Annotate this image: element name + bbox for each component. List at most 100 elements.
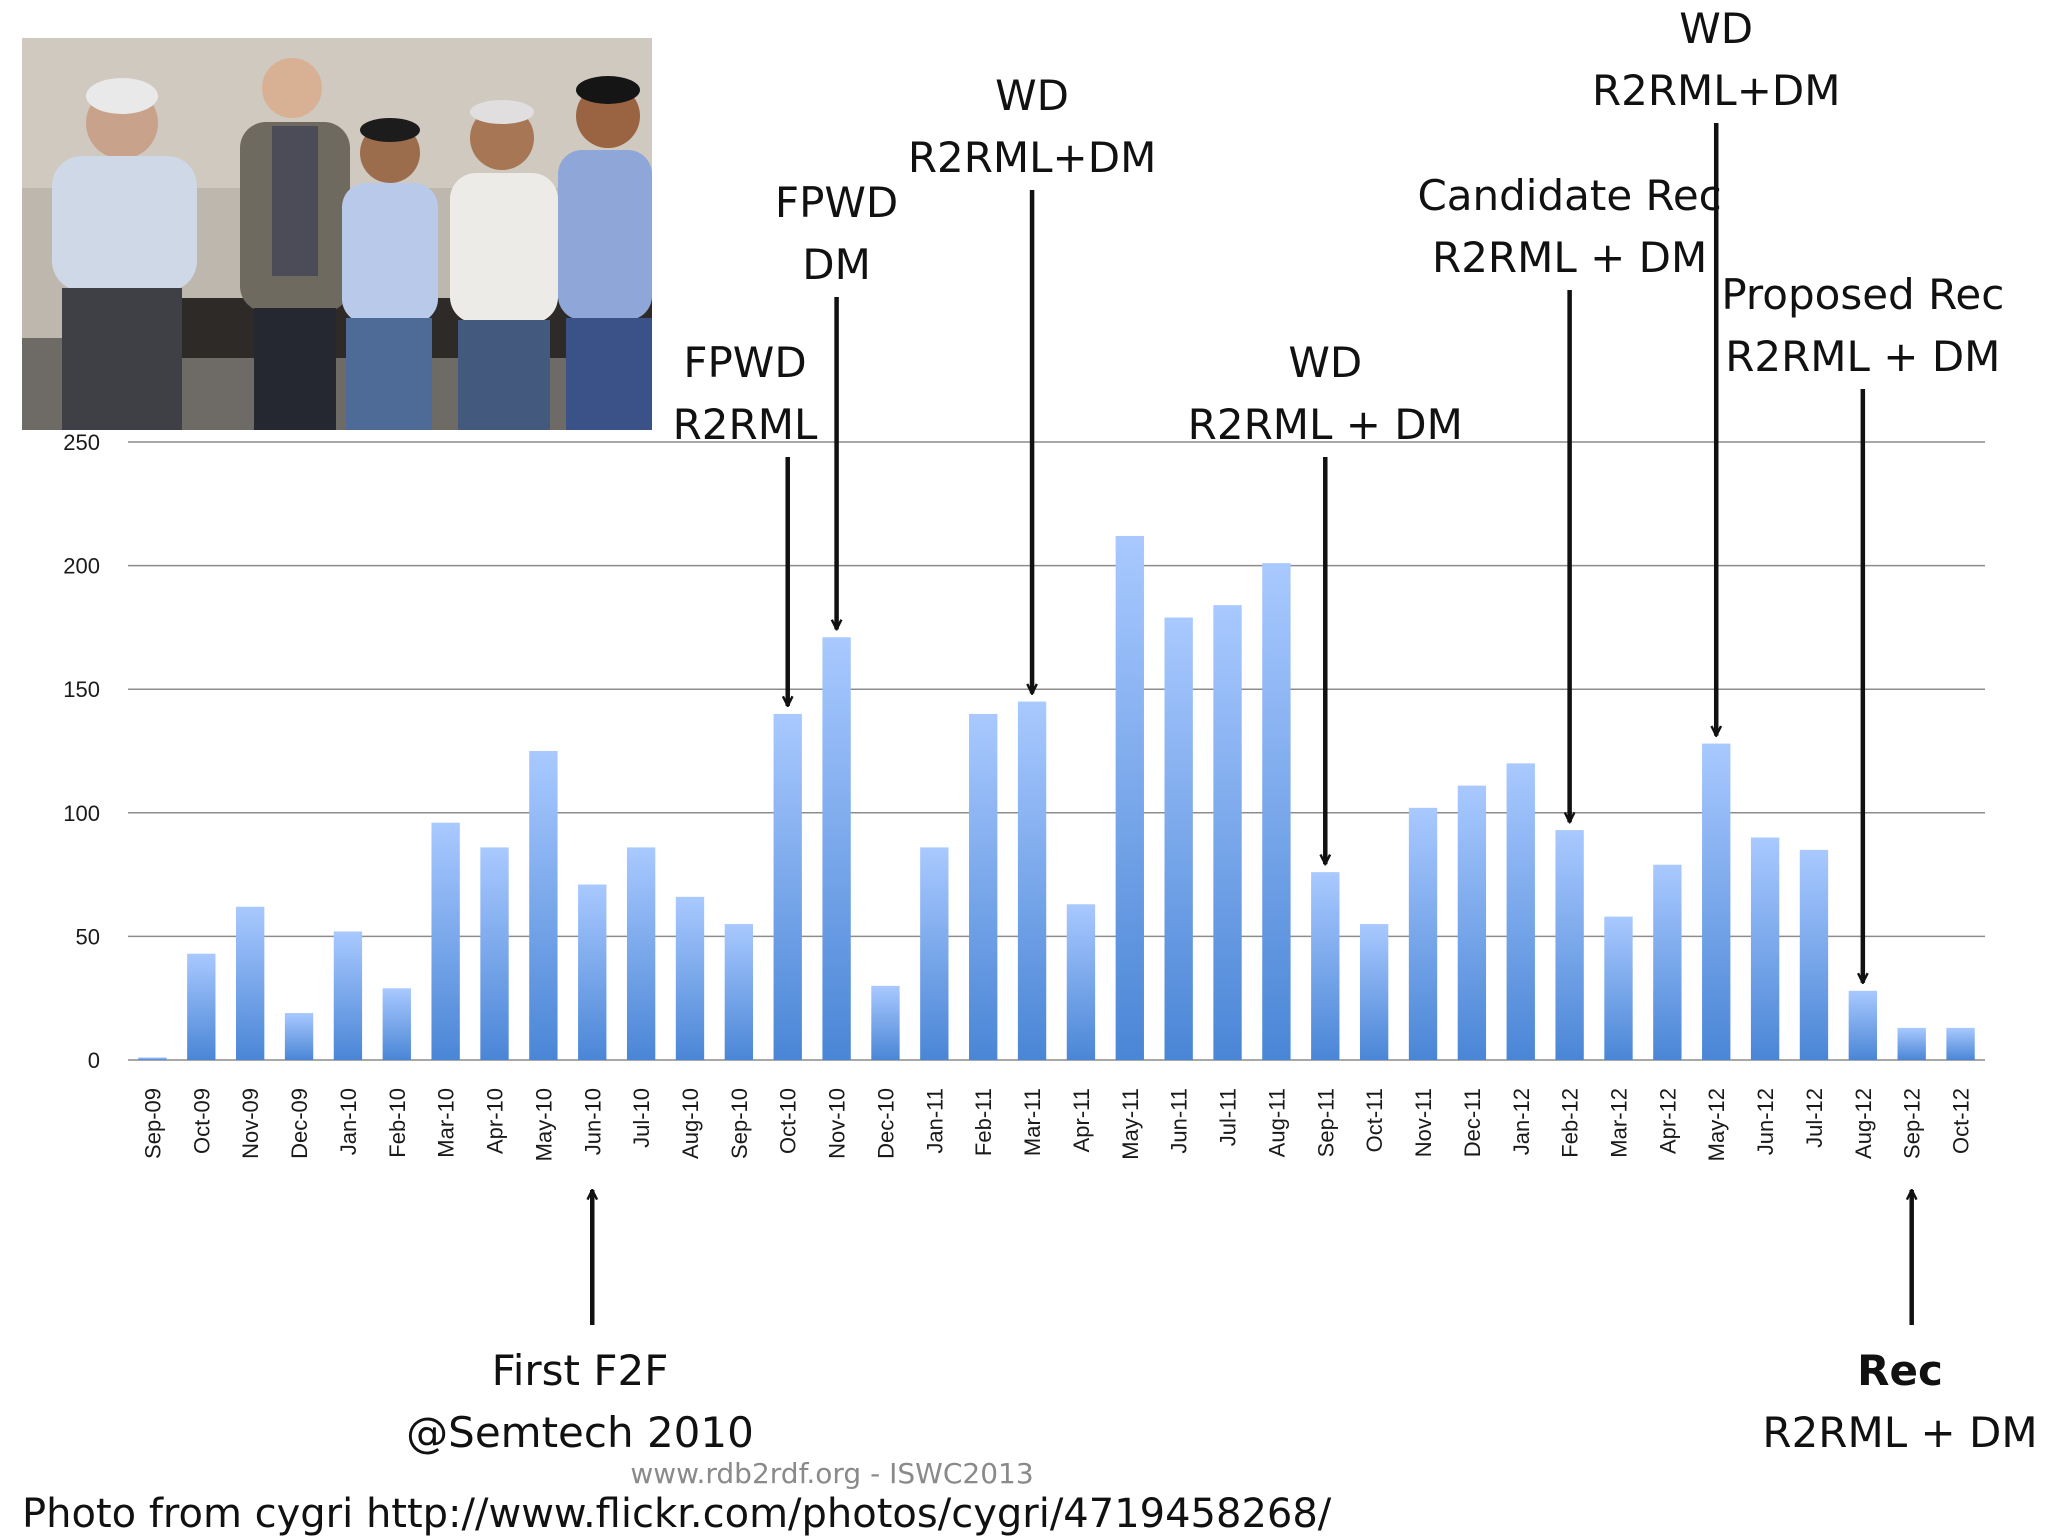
x-tick-label: Jul-11 [1216,1088,1241,1146]
x-tick-label: Oct-10 [776,1088,801,1154]
bars [138,535,1975,1060]
group-photo-illustration [22,38,652,430]
footer-source: www.rdb2rdf.org - ISWC2013 [630,1457,1033,1490]
bar-mar-11 [1017,701,1047,1060]
milestone-label-fpwd-dm: FPWD [775,178,898,227]
bar-apr-10 [480,847,509,1060]
bar-jul-10 [626,847,656,1060]
bar-nov-10 [822,637,851,1060]
x-tick-label: Sep-09 [140,1088,165,1159]
x-tick-label: May-12 [1704,1088,1729,1161]
bar-sep-10 [724,924,754,1060]
bar-feb-10 [382,988,411,1060]
bar-apr-12 [1653,864,1682,1060]
milestone-label-fpwd-r2rml: R2RML [673,400,818,449]
x-tick-label: Dec-11 [1460,1088,1485,1157]
bar-jan-11 [920,847,949,1060]
bar-jun-10 [578,884,607,1060]
milestone-label-first-f2f: @Semtech 2010 [406,1408,754,1457]
group-photo [22,38,652,430]
bar-nov-11 [1408,807,1438,1060]
bar-aug-10 [675,896,705,1060]
bar-aug-11 [1262,563,1291,1060]
bar-jan-12 [1506,763,1535,1060]
milestone-label-rec: R2RML + DM [1762,1408,2037,1457]
milestone-label-proposed-rec: R2RML + DM [1725,332,2000,381]
x-tick-label: Jan-10 [336,1088,361,1155]
y-tick-label: 50 [76,924,100,949]
milestone-label-proposed-rec: Proposed Rec [1721,270,2004,319]
bar-may-10 [529,751,558,1060]
bar-jul-12 [1799,849,1829,1060]
x-tick-label: Oct-12 [1949,1088,1974,1154]
bar-jul-11 [1213,605,1242,1060]
x-axis-ticks: Sep-09 Oct-09 Nov-09 Dec-09 Jan-10 Feb-10 Mar-… [140,1088,1973,1161]
x-tick-label: Aug-12 [1851,1088,1876,1159]
x-tick-label: Jan-12 [1509,1088,1534,1155]
x-tick-label: Feb-12 [1558,1088,1583,1158]
bar-feb-11 [969,713,998,1060]
x-tick-label: Aug-10 [678,1088,703,1159]
milestone-label-wd-mar11: WD [995,71,1069,120]
y-tick-label: 250 [63,430,100,455]
x-tick-label: Nov-11 [1411,1088,1436,1157]
bar-sep-12 [1897,1027,1926,1060]
x-tick-label: Sep-11 [1313,1088,1338,1157]
milestone-label-wd-may12: R2RML+DM [1592,66,1841,115]
y-tick-label: 0 [88,1048,100,1073]
bar-nov-09 [235,906,265,1060]
x-tick-label: Dec-09 [287,1088,312,1159]
x-tick-label: Apr-10 [483,1088,508,1154]
milestone-label-wd-may12: WD [1679,4,1753,53]
bar-feb-12 [1555,830,1584,1060]
x-tick-label: Apr-11 [1069,1088,1094,1152]
x-tick-label: Mar-12 [1606,1088,1631,1158]
bar-jan-10 [333,931,363,1060]
milestone-labels: FPWD R2RML FPWD DM WD R2RML+DM WD R2RML + DM Can… [406,4,2037,1457]
bar-may-12 [1702,743,1731,1060]
bar-sep-11 [1311,872,1340,1060]
x-tick-label: Dec-10 [873,1088,898,1159]
x-tick-label: Apr-12 [1655,1088,1680,1154]
milestone-label-candidate-rec: R2RML + DM [1432,233,1707,282]
bar-dec-11 [1457,785,1487,1060]
x-tick-label: Jul-10 [629,1088,654,1148]
x-tick-label: May-10 [531,1088,556,1161]
milestone-label-wd-mar11: R2RML+DM [908,133,1157,182]
x-tick-label: Mar-11 [1020,1088,1045,1156]
milestone-arrows [592,123,1911,1325]
x-tick-label: Sep-12 [1900,1088,1925,1159]
bar-dec-09 [284,1013,314,1060]
bar-oct-11 [1359,924,1389,1060]
x-tick-label: Jul-12 [1802,1088,1827,1148]
x-tick-label: Feb-11 [971,1088,996,1156]
x-tick-label: Jan-11 [922,1088,947,1154]
x-tick-label: Feb-10 [385,1088,410,1158]
y-tick-label: 150 [63,677,100,702]
x-tick-label: Nov-09 [238,1088,263,1159]
y-tick-label: 200 [63,554,100,579]
bar-apr-11 [1066,904,1096,1060]
x-tick-label: Jun-11 [1167,1088,1192,1154]
bar-may-11 [1115,535,1144,1060]
bar-oct-09 [187,953,216,1060]
bar-oct-12 [1946,1027,1975,1060]
bar-sep-09 [138,1057,167,1060]
x-tick-label: Nov-10 [825,1088,850,1159]
bar-jun-11 [1164,617,1193,1060]
milestone-label-candidate-rec: Candidate Rec [1417,171,1721,220]
x-tick-label: Jun-10 [580,1088,605,1155]
photo-credit: Photo from cygri http://www.flickr.com/p… [22,1491,1332,1536]
milestone-label-first-f2f: First F2F [492,1346,669,1395]
y-tick-label: 100 [63,801,100,826]
milestone-label-fpwd-dm: DM [802,240,871,289]
bar-jun-12 [1750,837,1780,1060]
bar-aug-12 [1848,990,1878,1060]
milestone-label-rec: Rec [1857,1346,1943,1395]
bar-mar-12 [1604,916,1633,1060]
milestone-label-wd-sep11: R2RML + DM [1188,400,1463,449]
x-tick-label: Sep-10 [727,1088,752,1159]
bar-dec-10 [871,985,900,1060]
y-axis-ticks: 0 50 100 150 200 250 [63,430,100,1073]
